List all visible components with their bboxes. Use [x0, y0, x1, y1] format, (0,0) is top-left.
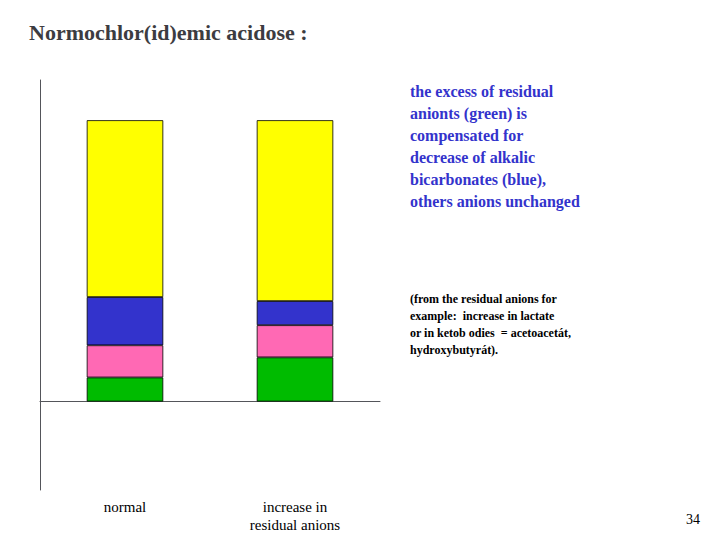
svg-text:decrease of alkalic: decrease of alkalic	[410, 149, 535, 166]
svg-text:normal: normal	[104, 499, 147, 515]
svg-text:increase in: increase in	[263, 499, 328, 515]
svg-text:residual anions: residual anions	[250, 517, 341, 533]
svg-text:hydroxybutyrát).: hydroxybutyrát).	[410, 343, 498, 357]
svg-text:the excess of residual: the excess of residual	[410, 83, 554, 100]
svg-text:anionts (green) is: anionts (green) is	[410, 105, 527, 123]
svg-text:34: 34	[686, 512, 700, 527]
svg-text:Normochlor(id)emic acidose :: Normochlor(id)emic acidose :	[29, 20, 308, 45]
svg-text:bicarbonates (blue),: bicarbonates (blue),	[410, 171, 546, 189]
svg-text:compensated for: compensated for	[410, 127, 523, 145]
svg-text:or in ketob odies = acetoacet: or in ketob odies = acetoacetát,	[410, 326, 571, 340]
svg-text:others anions unchanged: others anions unchanged	[410, 193, 580, 211]
svg-text:example: increase in lactate: example: increase in lactate	[410, 309, 555, 323]
svg-text:(from the residual anions for: (from the residual anions for	[410, 292, 558, 306]
